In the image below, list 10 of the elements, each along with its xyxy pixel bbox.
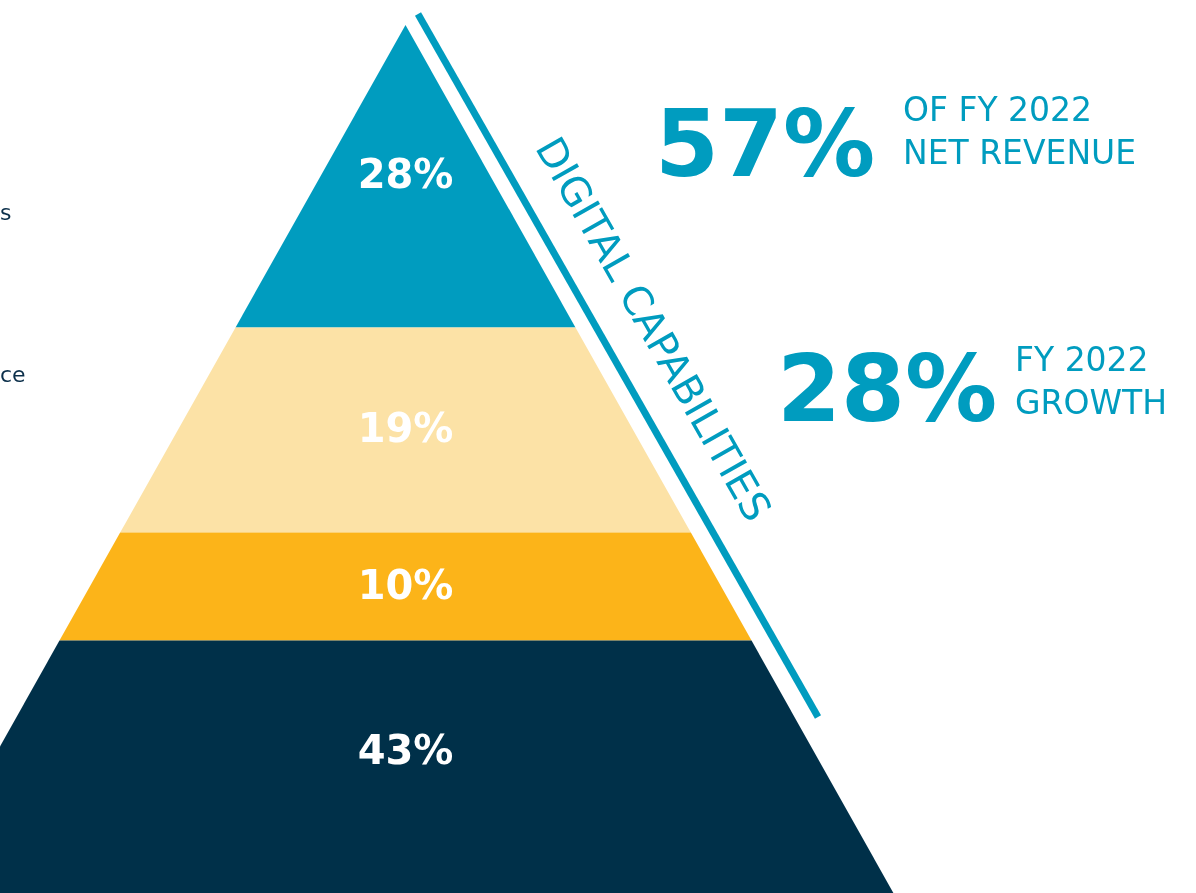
data-label: 28%	[357, 151, 454, 198]
text: 28%	[776, 336, 998, 443]
data-label: 10%	[357, 561, 454, 608]
text: 57%	[654, 91, 876, 198]
text: FY 2022 GROWTH	[1015, 340, 1168, 422]
data-label: 43%	[357, 726, 454, 773]
data-label: 19%	[357, 405, 454, 451]
text: s	[0, 200, 12, 225]
text: ce	[0, 362, 26, 387]
text: OF FY 2022 NET REVENUE	[903, 90, 1137, 172]
